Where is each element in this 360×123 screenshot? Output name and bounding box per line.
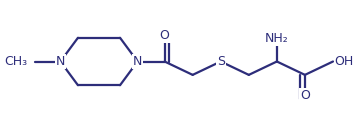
Text: O: O (300, 89, 310, 102)
Text: S: S (217, 55, 225, 68)
Text: CH₃: CH₃ (5, 55, 28, 68)
Text: N: N (56, 55, 65, 68)
Text: NH₂: NH₂ (265, 32, 289, 45)
Text: OH: OH (335, 55, 354, 68)
Text: N: N (133, 55, 142, 68)
Text: O: O (159, 29, 170, 42)
